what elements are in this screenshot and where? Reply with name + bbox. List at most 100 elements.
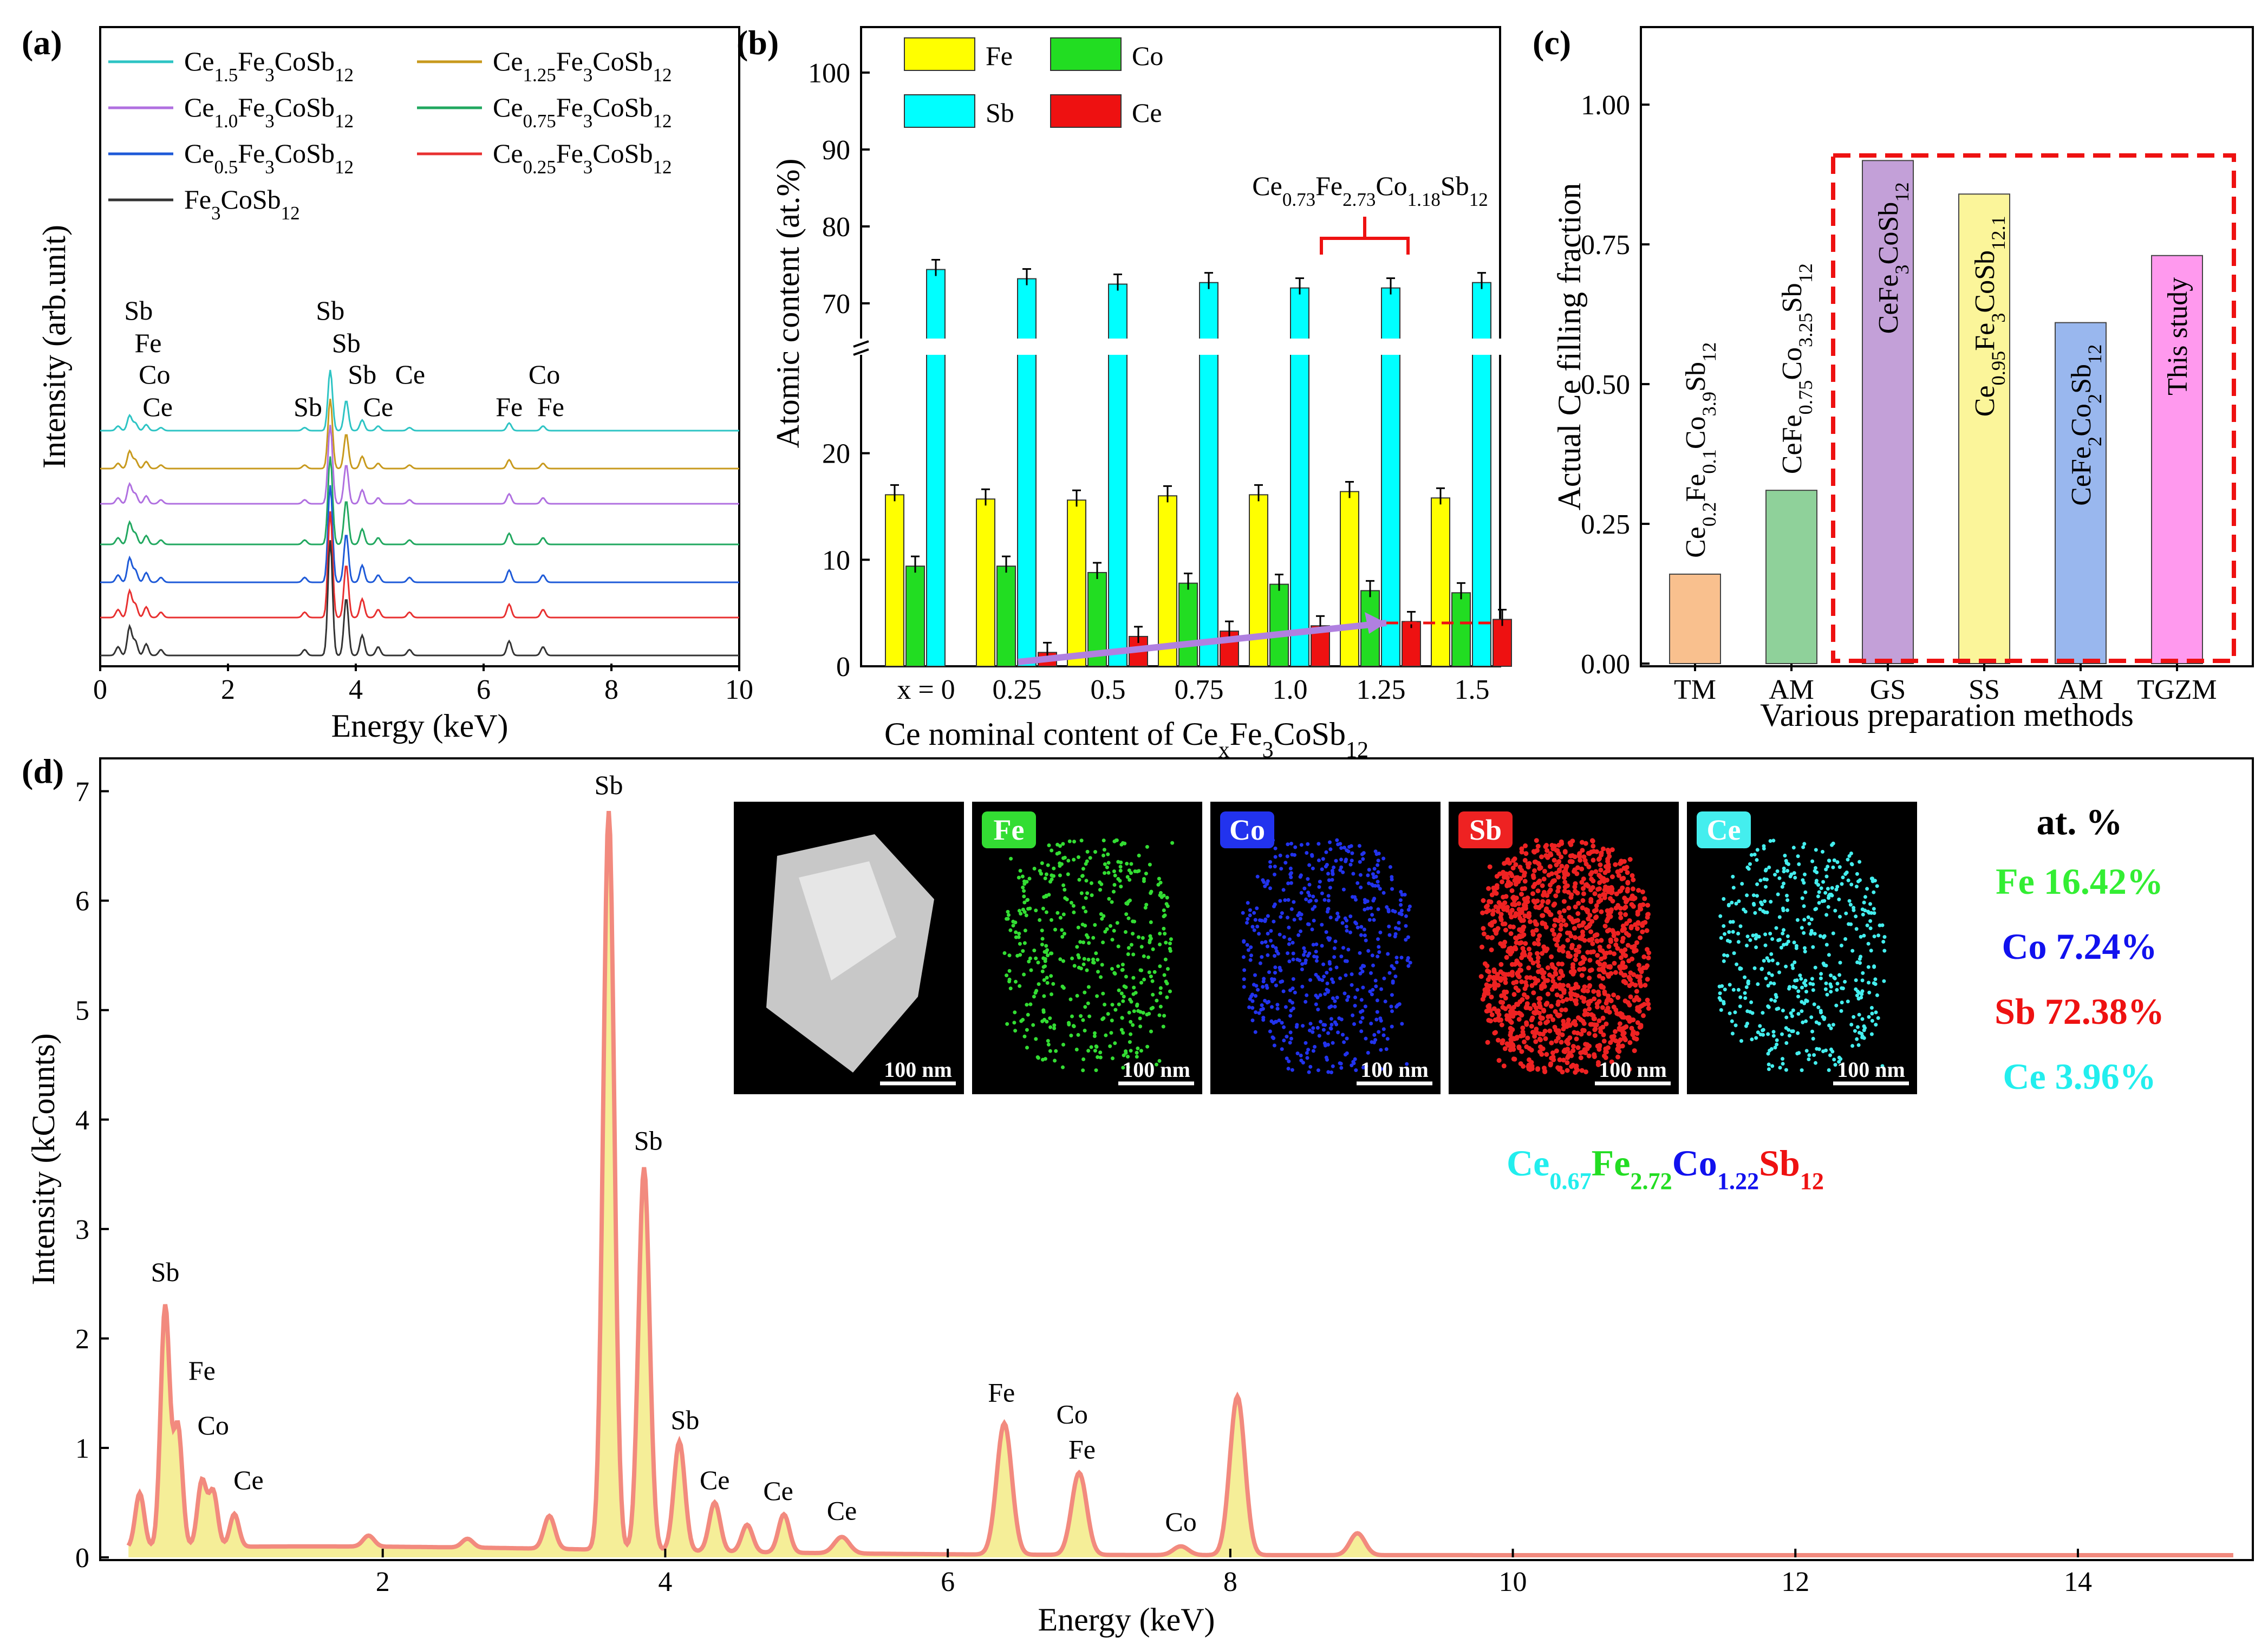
eds-dot	[1304, 958, 1308, 963]
eds-dot	[1591, 858, 1596, 863]
eds-dot	[1048, 1049, 1052, 1053]
eds-dot	[1510, 902, 1515, 907]
bar-formula-label-part: Co	[1777, 347, 1808, 380]
eds-dot	[1321, 1023, 1326, 1027]
composition-title: at. %	[2037, 801, 2123, 842]
eds-dot	[1508, 1025, 1513, 1031]
eds-dot	[1734, 901, 1738, 906]
eds-dot	[1589, 1012, 1594, 1017]
eds-dot	[1285, 1035, 1289, 1039]
eds-dot	[1060, 934, 1065, 939]
eds-dot	[1738, 995, 1743, 999]
eds-dot	[1489, 1012, 1495, 1017]
eds-dot	[1314, 899, 1318, 903]
eds-dot	[1307, 1070, 1311, 1074]
formula-element: Ce	[1507, 1142, 1549, 1184]
eds-dot	[1637, 967, 1643, 972]
eds-dot	[1118, 865, 1123, 869]
eds-dot	[1036, 1056, 1040, 1060]
eds-dot	[1743, 996, 1748, 1000]
eds-dot	[1358, 860, 1362, 864]
eds-dot	[1353, 1057, 1357, 1061]
eds-dot	[1011, 924, 1015, 928]
eds-dot	[1846, 999, 1850, 1004]
eds-dot	[1053, 927, 1057, 932]
eds-dot	[1601, 1032, 1606, 1037]
eds-dot	[1072, 910, 1076, 914]
eds-dot	[1332, 946, 1337, 950]
eds-dot	[1574, 1066, 1579, 1071]
eds-dot	[1835, 885, 1840, 889]
eds-dot	[1493, 904, 1498, 910]
eds-dot	[1512, 1056, 1517, 1062]
eds-dot	[1535, 843, 1541, 849]
eds-dot	[1101, 940, 1105, 945]
eds-dot	[1081, 1057, 1086, 1061]
eds-dot	[1750, 1037, 1754, 1042]
eds-dot	[1323, 1043, 1327, 1048]
eds-dot	[1755, 882, 1759, 886]
eds-dot	[1038, 918, 1042, 922]
eds-dot	[1334, 1022, 1339, 1027]
panel-label-d: (d)	[22, 752, 64, 790]
eds-dot	[1758, 878, 1763, 882]
eds-dot	[1371, 872, 1375, 876]
eds-dot	[1575, 911, 1581, 916]
eds-dot	[1268, 860, 1272, 864]
eds-dot	[1539, 1016, 1544, 1021]
eds-dot	[1299, 891, 1304, 895]
eds-dot	[1556, 962, 1561, 966]
eds-dot	[1306, 953, 1310, 958]
eds-dot	[1378, 1016, 1383, 1021]
eds-dot	[1032, 995, 1036, 999]
eds-dot	[1762, 877, 1767, 881]
eds-dot	[1616, 873, 1621, 878]
eds-dot	[1629, 902, 1634, 907]
eds-dot	[1580, 898, 1586, 903]
eds-dot	[1339, 954, 1344, 959]
eds-dot	[1121, 1066, 1125, 1070]
eds-dot	[1048, 1025, 1053, 1029]
eds-dot	[1542, 1029, 1548, 1034]
eds-dot	[1756, 982, 1760, 986]
eds-dot	[1511, 992, 1517, 997]
eds-dot	[1081, 940, 1085, 945]
eds-dot	[1559, 1040, 1564, 1045]
eds-dot	[1763, 943, 1768, 947]
bar-formula-label-part: CoSb	[1873, 202, 1904, 265]
eds-dot	[1522, 879, 1528, 884]
eds-dot	[1361, 851, 1366, 855]
eds-dot	[1116, 964, 1120, 969]
eds-dot	[1846, 878, 1850, 882]
eds-dot	[1061, 1043, 1065, 1047]
eds-dot	[1595, 1062, 1601, 1067]
eds-dot	[1301, 1024, 1305, 1028]
eds-dot	[1326, 894, 1331, 898]
eds-dot	[1598, 898, 1604, 903]
eds-dot	[1576, 852, 1582, 858]
eds-dot	[1602, 892, 1607, 898]
eds-dot	[1635, 921, 1641, 926]
eds-dot	[1250, 999, 1255, 1003]
eds-dot	[1817, 890, 1821, 894]
eds-dot	[1366, 1051, 1370, 1055]
eds-dot	[1800, 1068, 1804, 1073]
eds-dot	[1555, 938, 1560, 943]
eds-dot	[1136, 1046, 1140, 1050]
eds-dot	[1028, 906, 1032, 911]
x-title-part: Fe	[1230, 716, 1262, 752]
eds-dot	[1558, 969, 1563, 974]
eds-dot	[1635, 926, 1640, 931]
eds-dot	[1800, 926, 1804, 930]
eds-dot	[1788, 874, 1793, 879]
eds-dot	[1165, 895, 1169, 900]
eds-dot	[1286, 842, 1290, 847]
eds-dot	[1157, 1013, 1162, 1017]
eds-dot	[1872, 907, 1876, 911]
eds-dot	[1400, 893, 1404, 897]
eds-dot	[1751, 893, 1756, 898]
eds-dot	[1283, 861, 1288, 865]
eds-dot	[1161, 1024, 1165, 1029]
eds-dot	[1508, 1047, 1513, 1053]
panel-b-bars: x = 0 0.25 0.5 0.75 1.0 1.25 1.5	[856, 259, 1512, 705]
